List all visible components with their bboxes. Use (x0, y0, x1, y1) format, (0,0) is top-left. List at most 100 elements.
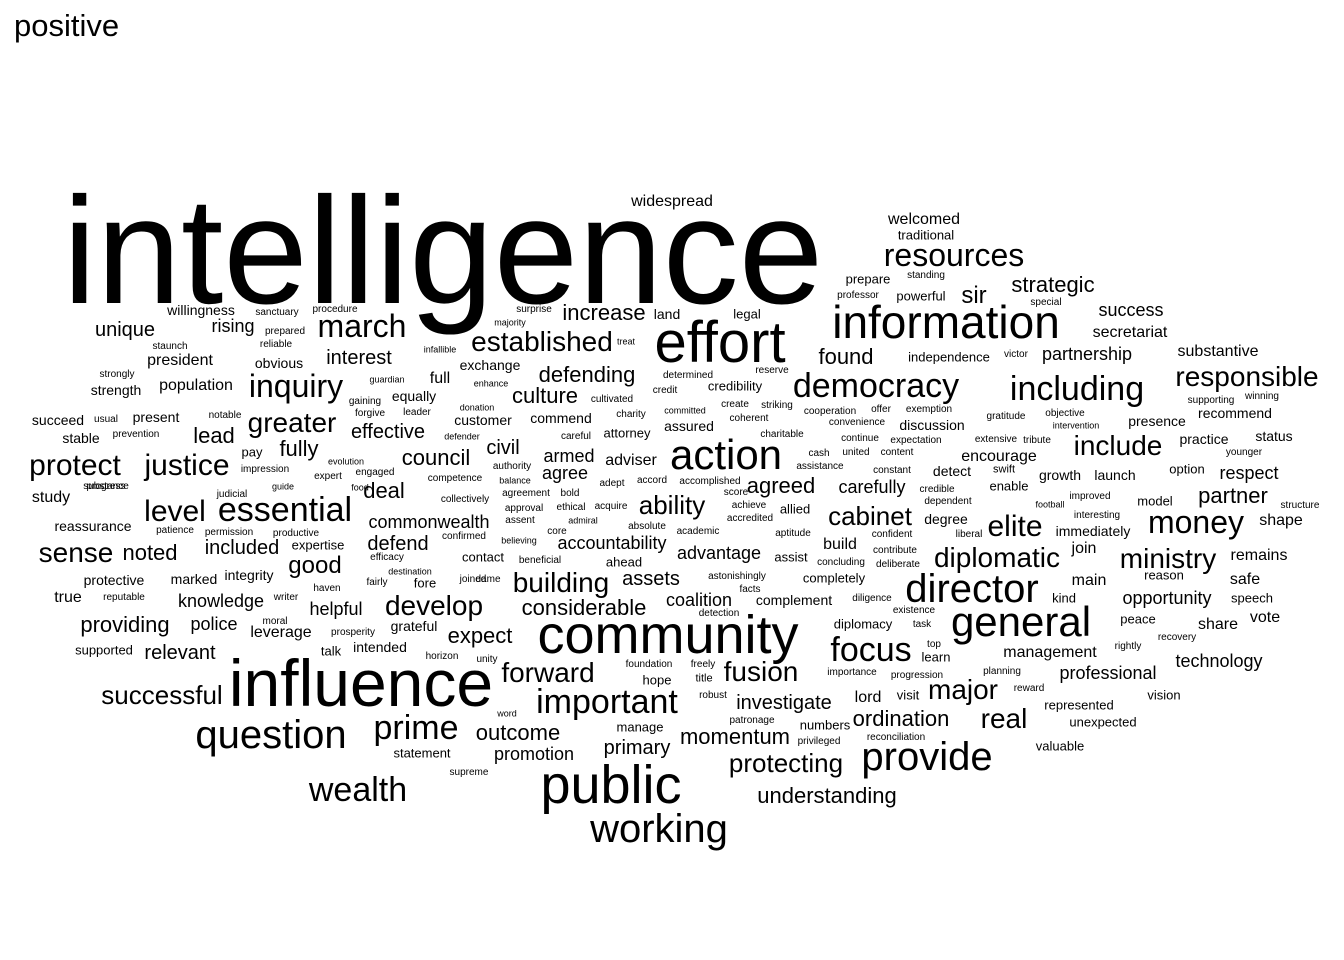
word: adviser (605, 452, 657, 469)
word: degree (924, 511, 968, 527)
word: bold (560, 488, 580, 499)
word: word (497, 708, 517, 719)
word: diplomacy (833, 616, 893, 632)
word: fairly (366, 577, 388, 588)
word: investigate (736, 692, 832, 714)
word: represented (1044, 697, 1114, 713)
word: opportunity (1122, 588, 1212, 608)
word: professional (1059, 663, 1157, 683)
word: agree (541, 463, 589, 483)
word: gratitude (986, 411, 1026, 422)
word: substance (83, 481, 129, 492)
word: united (842, 447, 870, 458)
word: strategic (1011, 272, 1095, 297)
word: convenience (828, 417, 886, 428)
word: influence (228, 646, 494, 720)
word: staunch (152, 341, 188, 352)
word: reassurance (54, 518, 132, 534)
word: exchange (459, 357, 521, 373)
word: technology (1175, 651, 1263, 671)
word: reserve (755, 365, 789, 376)
word: privileged (797, 736, 841, 747)
word: ministry (1119, 543, 1217, 574)
word: assets (622, 568, 680, 590)
word: commonwealth (368, 512, 490, 532)
word: pay (241, 444, 263, 460)
word: constant (873, 465, 911, 476)
word: surprise (516, 304, 552, 315)
word: director (905, 567, 1039, 611)
word: include (1073, 430, 1163, 461)
word: build (823, 536, 857, 553)
word: coherent (729, 413, 769, 424)
word: integrity (224, 567, 274, 583)
word: ordination (852, 706, 950, 731)
word: dependent (924, 496, 972, 507)
word: knowledge (177, 591, 265, 611)
word: haven (313, 583, 341, 594)
word: expect (447, 623, 513, 648)
word: momentum (679, 724, 791, 749)
word: partner (1198, 483, 1268, 508)
word: fully (279, 436, 319, 461)
word: defend (367, 533, 429, 555)
word: reward (1013, 683, 1045, 694)
word: sense (38, 537, 114, 568)
word: tribute (1023, 435, 1051, 446)
word: leverage (250, 624, 312, 641)
word: judicial (216, 489, 248, 500)
word: existence (892, 605, 936, 616)
word: enhance (473, 378, 509, 389)
word: remains (1230, 547, 1288, 564)
word: treat (616, 336, 636, 347)
word: progression (890, 670, 944, 681)
word: cooperation (803, 406, 857, 417)
word: providing (80, 612, 170, 637)
word: partnership (1041, 344, 1133, 364)
word: balance (499, 475, 531, 486)
word: donation (459, 402, 495, 413)
word: information (832, 296, 1060, 348)
word: dame (475, 574, 501, 585)
word: deliberate (876, 559, 920, 570)
word: democracy (792, 367, 960, 405)
word: diligence (852, 593, 892, 604)
word: charity (616, 409, 646, 420)
word: core (547, 526, 567, 537)
word: task (912, 619, 932, 630)
word: found (818, 344, 874, 369)
word: numbers (799, 717, 851, 733)
word: share (1197, 616, 1239, 633)
word: productive (272, 528, 320, 539)
word: including (1009, 370, 1145, 408)
word: strength (90, 382, 142, 398)
word: top (927, 639, 941, 650)
word: widespread (631, 193, 713, 210)
word: contact (462, 549, 504, 565)
word: hope (642, 672, 672, 688)
word: evolution (327, 456, 365, 467)
word: study (31, 489, 71, 506)
word: respect (1219, 463, 1279, 483)
word: equally (391, 388, 437, 404)
word: younger (1225, 447, 1263, 458)
word: launch (1094, 467, 1136, 483)
word: intervention (1052, 420, 1100, 431)
word: patience (156, 525, 194, 536)
word: importance (827, 667, 877, 678)
word: committed (664, 405, 706, 416)
word: valuable (1035, 738, 1085, 754)
word: standing (907, 270, 945, 281)
word: join (1071, 540, 1097, 557)
word: commend (530, 410, 592, 426)
word: effort (654, 310, 786, 375)
word: extensive (974, 434, 1018, 445)
word: immediately (1055, 523, 1131, 539)
word: exemption (905, 404, 953, 415)
word: statement (393, 745, 451, 761)
word: defender (444, 431, 480, 442)
word: sir (961, 282, 987, 309)
word: land (653, 306, 681, 322)
word: freely (690, 659, 716, 670)
